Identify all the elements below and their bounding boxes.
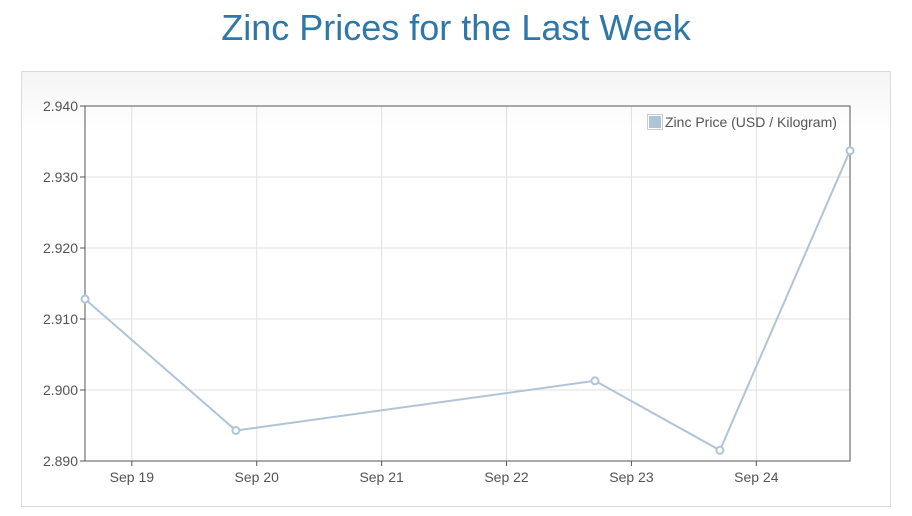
y-tick-label: 2.890 <box>43 453 78 469</box>
legend-label: Zinc Price (USD / Kilogram) <box>665 114 837 130</box>
axis-layer: 2.890 2.900 2.910 2.920 2.930 2.940 Sep 19 Sep … <box>43 98 851 485</box>
data-point <box>590 376 600 386</box>
legend-swatch-fill <box>649 116 661 128</box>
y-tick-label: 2.940 <box>43 98 78 114</box>
x-tick-label: Sep 21 <box>359 469 404 485</box>
y-tick-label: 2.900 <box>43 382 78 398</box>
chart-card <box>21 71 891 507</box>
series-line <box>84 150 851 452</box>
page-title: Zinc Prices for the Last Week <box>221 7 691 48</box>
data-point <box>715 445 725 455</box>
x-tick-label: Sep 22 <box>484 469 529 485</box>
chart-legend[interactable]: Zinc Price (USD / Kilogram) <box>647 114 837 130</box>
y-tick-label: 2.910 <box>43 311 78 327</box>
data-point <box>80 294 90 304</box>
y-tick-label: 2.930 <box>43 169 78 185</box>
grid-layer <box>85 105 850 462</box>
data-point <box>231 426 241 435</box>
x-tick-label: Sep 24 <box>734 469 779 485</box>
x-tick-label: Sep 19 <box>110 469 155 485</box>
legend-swatch <box>647 114 663 130</box>
series-layer <box>80 146 855 455</box>
plot-area-border <box>84 105 851 462</box>
data-point <box>845 146 855 156</box>
y-tick-label: 2.920 <box>43 240 78 256</box>
x-tick-label: Sep 23 <box>609 469 654 485</box>
x-tick-label: Sep 20 <box>235 469 280 485</box>
